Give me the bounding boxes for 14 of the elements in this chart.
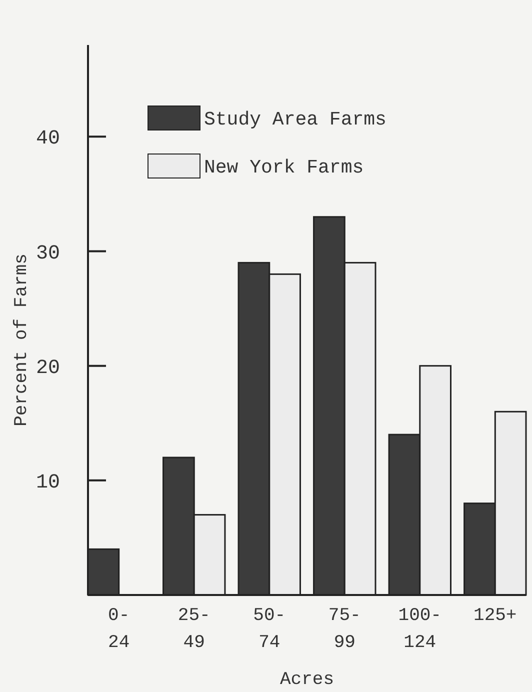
y-tick-label: 20 bbox=[36, 356, 60, 380]
x-tick-label: 125+ bbox=[474, 606, 517, 626]
legend-label: Study Area Farms bbox=[204, 108, 386, 131]
legend-label: New York Farms bbox=[204, 156, 364, 179]
y-axis-title: Percent of Farms bbox=[12, 254, 32, 426]
x-tick-label: 25-49 bbox=[178, 606, 210, 653]
x-tick-label: 50-74 bbox=[253, 606, 286, 653]
x-tick-label: 0-24 bbox=[108, 606, 130, 653]
x-tick-label: 100-124 bbox=[398, 606, 442, 653]
y-tick-label: 40 bbox=[36, 128, 60, 151]
y-tick-label: 10 bbox=[36, 471, 60, 494]
y-tick-label: 30 bbox=[36, 242, 60, 266]
x-tick-label: 75-99 bbox=[328, 606, 361, 653]
x-axis-title: Acres bbox=[280, 670, 334, 690]
